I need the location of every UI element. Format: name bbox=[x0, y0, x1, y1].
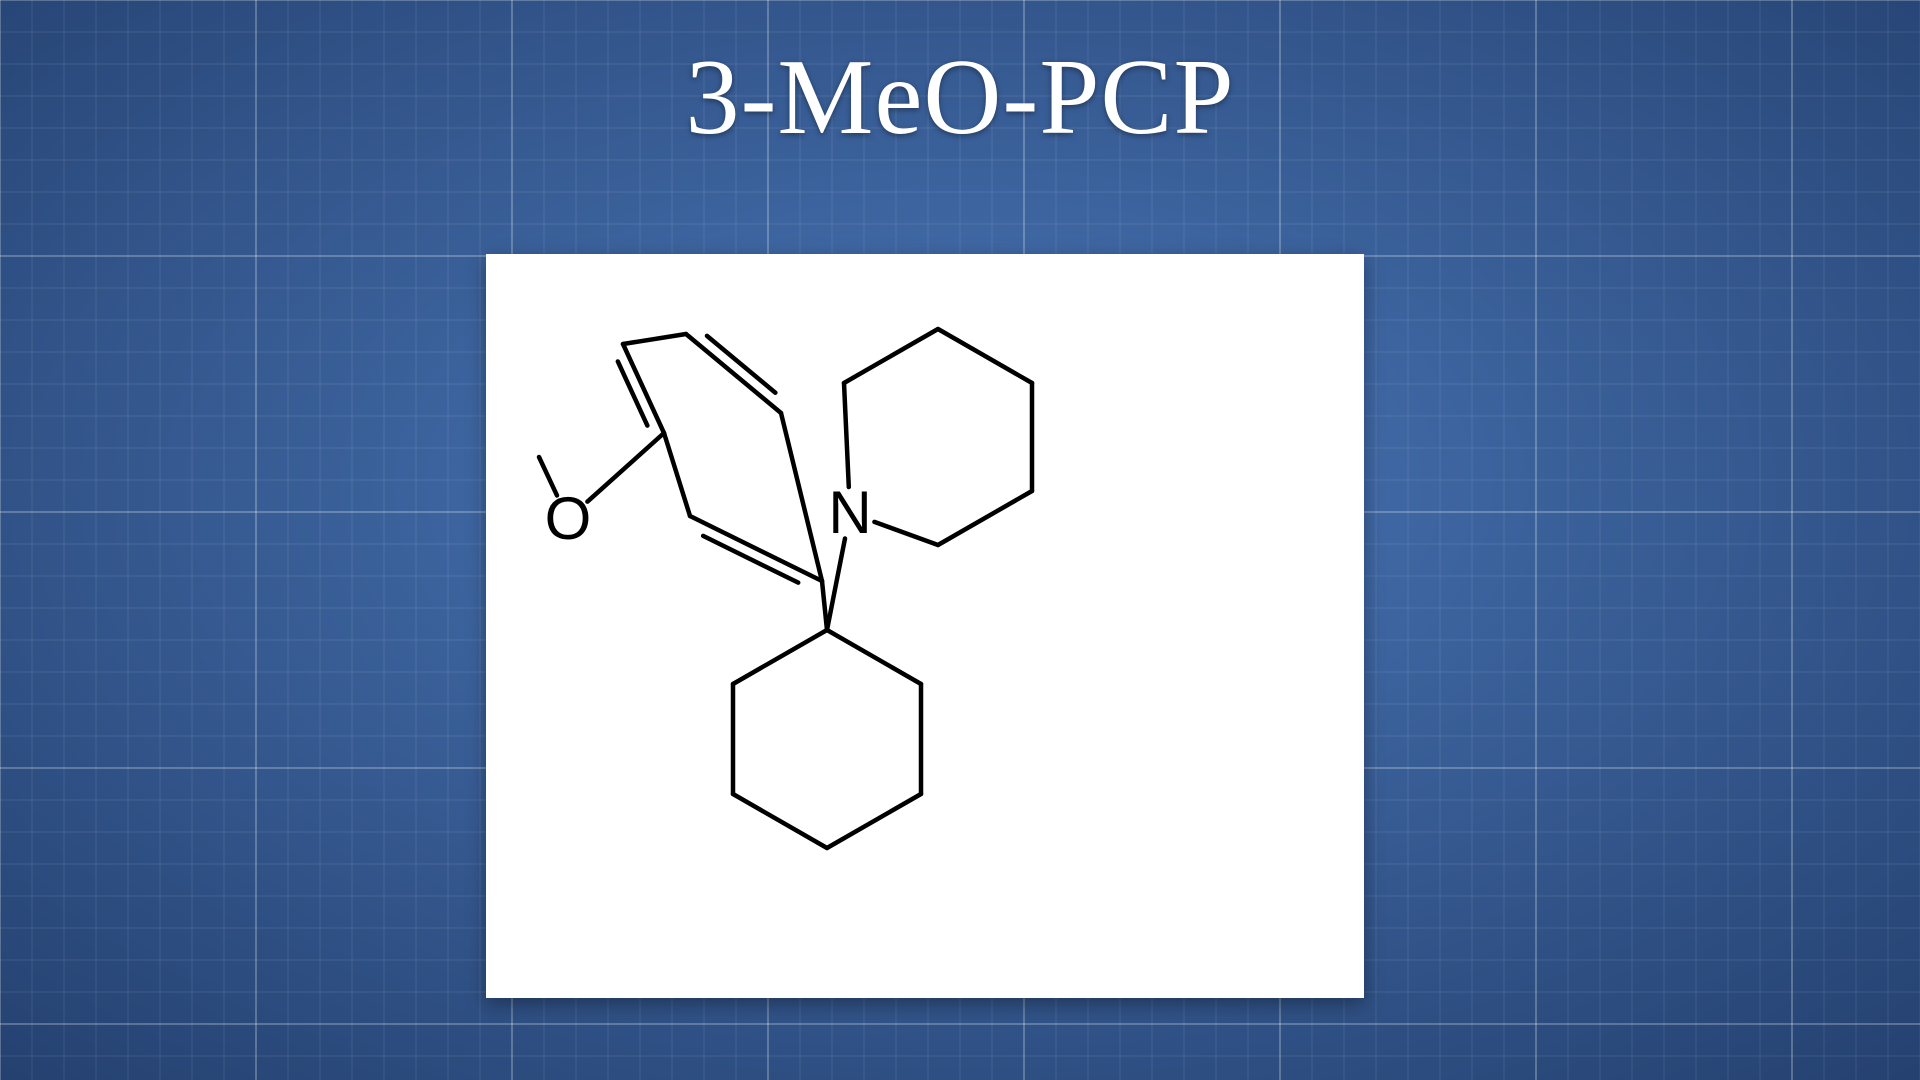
slide-title: 3-MeO-PCP bbox=[0, 36, 1920, 160]
molecule-diagram bbox=[486, 254, 1364, 998]
structure-panel: ON bbox=[486, 254, 1364, 998]
atom-label-N: N bbox=[828, 483, 871, 543]
slide: 3-MeO-PCP ON bbox=[0, 0, 1920, 1080]
atom-label-O: O bbox=[545, 489, 592, 549]
